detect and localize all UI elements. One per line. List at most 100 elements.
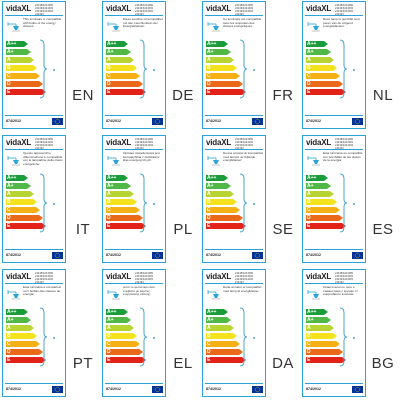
energy-class-letter: B — [307, 333, 311, 339]
energy-class-bar: B — [206, 65, 237, 71]
product-code: 244393|244393 — [35, 275, 53, 279]
energy-class-bar: A++ — [206, 175, 228, 181]
lamp-icon — [107, 287, 123, 300]
energy-class-bar: B — [306, 199, 337, 205]
energy-class-letter: D — [207, 349, 211, 355]
product-codes: 244380|244389244393|244393244393|2443932… — [35, 4, 65, 16]
language-code: EN — [72, 87, 94, 104]
energy-class-bar: A+ — [6, 49, 31, 55]
energy-class-letter: A++ — [7, 309, 17, 315]
energy-label-card: vidaXL 244380|244389 244393|244393 244393|2… — [202, 1, 266, 129]
product-code: 244393|244393 — [135, 10, 153, 14]
compatibility-text: Esta luminária é compatível com bolbas d… — [23, 286, 62, 297]
product-codes: 244380|244389244393|244393244393|2443932… — [235, 272, 265, 284]
language-code: FR — [272, 87, 294, 104]
energy-class-letter: D — [7, 349, 11, 355]
energy-class-letter: B — [107, 65, 111, 71]
regulation-number: 874/2012 — [106, 387, 121, 391]
label-cell: vidaXL 244380|244389 244393|244393 244393|2… — [200, 0, 300, 133]
language-code: NL — [372, 87, 394, 104]
energy-class-letter: E — [207, 89, 211, 95]
brace-icon — [139, 39, 148, 99]
energy-class-letter: A — [107, 191, 111, 197]
energy-class-letter: A — [7, 57, 11, 63]
footer-divider — [105, 115, 163, 116]
eu-flag-icon — [52, 118, 63, 125]
eu-flag-icon — [252, 118, 263, 125]
eu-flag-icon — [152, 252, 163, 259]
product-code: 244393 — [335, 13, 365, 16]
header-divider — [105, 15, 163, 16]
lamp-icon — [207, 19, 223, 32]
compatibility-text: This luminaire is compatible with bulbs … — [23, 18, 62, 29]
brand-logo: vidaXL — [106, 138, 132, 147]
compatibility-text: Dette armatur er kompatibel med lamp af … — [223, 286, 262, 293]
product-code: 244393|244393 — [235, 275, 253, 279]
energy-class-letter: B — [207, 333, 211, 339]
energy-class-letter: A+ — [107, 317, 114, 323]
product-code: 244393|244393 — [35, 278, 53, 282]
energy-class-bar: B — [306, 65, 337, 71]
energy-class-bar: A+ — [306, 317, 331, 323]
energy-class-letter: D — [7, 81, 11, 87]
energy-label-card: vidaXL 244380|244389 244393|244393 244393|2… — [102, 135, 166, 263]
energy-label-card: vidaXL 244380|244389 244393|244393 244393|2… — [302, 269, 366, 397]
language-code: PT — [72, 355, 94, 372]
lamp-icon — [7, 153, 23, 166]
eu-flag-icon — [152, 386, 163, 393]
product-codes: 244380|244389244393|244393244393|2443932… — [135, 272, 165, 284]
brace-icon — [239, 307, 248, 367]
lamp-icon — [107, 153, 123, 166]
energy-class-letter: A++ — [7, 175, 17, 181]
product-code: 244393 — [35, 281, 65, 284]
product-code: 244380|244389 — [35, 138, 53, 141]
energy-class-bar: A++ — [106, 309, 128, 315]
eu-flag-icon — [352, 252, 363, 259]
energy-class-bar: A++ — [106, 41, 128, 47]
brace-icon — [39, 173, 48, 233]
energy-class-bar: C — [306, 341, 340, 347]
energy-class-letter: A+ — [307, 317, 314, 323]
energy-class-letter: A+ — [207, 183, 214, 189]
eu-flag-icon — [52, 252, 63, 259]
header-divider — [205, 15, 263, 16]
product-code: 244380|244389 — [235, 272, 253, 275]
energy-class-letter: A+ — [307, 183, 314, 189]
energy-class-bar: A+ — [106, 49, 131, 55]
energy-class-letter: C — [307, 207, 311, 213]
product-codes: 244380|244389244393|244393244393|2443932… — [235, 4, 265, 16]
lamp-icon — [207, 153, 223, 166]
energy-class-bar: A — [106, 191, 134, 197]
footer-divider — [5, 115, 63, 116]
energy-class-letter: D — [307, 349, 311, 355]
energy-class-bar: E — [106, 89, 146, 95]
language-code: IT — [75, 221, 91, 238]
label-cell: vidaXL 244380|244389 244393|244393 244393|2… — [100, 268, 200, 401]
energy-class-letter: A+ — [7, 317, 14, 323]
brand-logo: vidaXL — [106, 272, 132, 281]
product-code: 244380|244389 — [235, 138, 253, 141]
energy-class-bar: B — [6, 65, 37, 71]
energy-class-bar: E — [6, 223, 46, 229]
energy-class-bar: E — [306, 223, 346, 229]
energy-class-bar: A+ — [206, 183, 231, 189]
energy-class-letter: E — [107, 223, 111, 229]
product-code: 244380|244389 — [35, 272, 53, 275]
product-code: 244393|244393 — [335, 10, 353, 14]
energy-class-letter: E — [7, 357, 11, 363]
energy-class-bar: A+ — [6, 183, 31, 189]
energy-class-letter: A++ — [107, 175, 117, 181]
brand-logo: vidaXL — [306, 272, 332, 281]
energy-class-bar: B — [106, 199, 137, 205]
regulation-number: 874/2012 — [306, 119, 321, 123]
footer-divider — [205, 115, 263, 116]
energy-class-letter: E — [307, 223, 311, 229]
product-code: 244380|244389 — [335, 4, 353, 7]
energy-class-bar: D — [6, 349, 43, 355]
brand-logo: vidaXL — [6, 138, 32, 147]
energy-class-bar: E — [206, 223, 246, 229]
energy-class-bar: D — [206, 215, 243, 221]
compatibility-text: Deze lamp is geschikt voor peren van de … — [323, 18, 360, 29]
energy-class-letter: A — [107, 57, 111, 63]
energy-class-bar: A — [306, 57, 334, 63]
